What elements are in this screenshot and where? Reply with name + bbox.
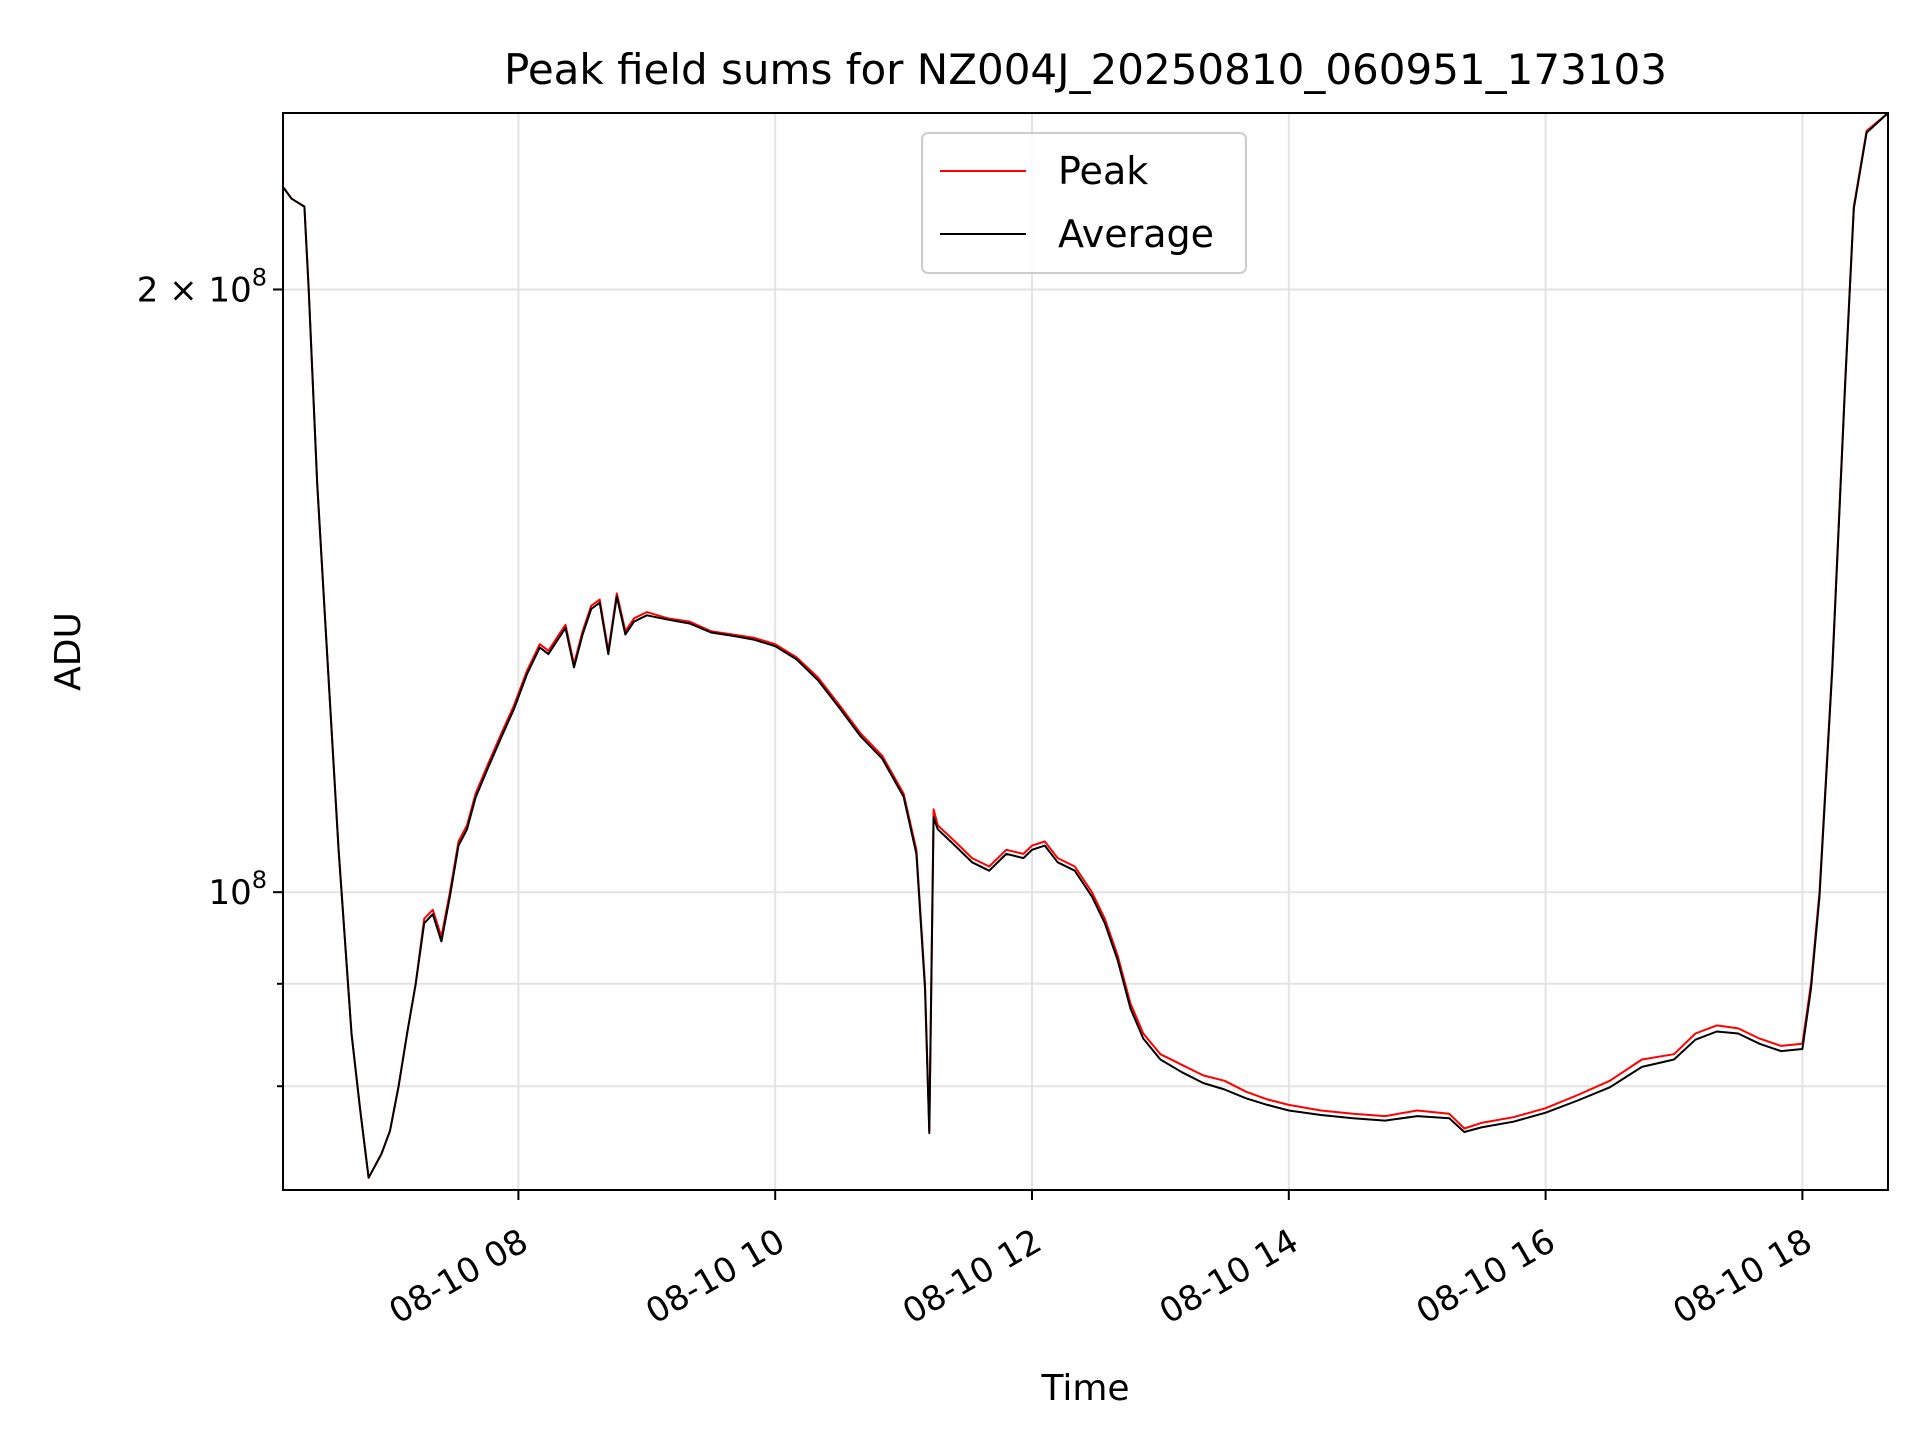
grid <box>283 113 1888 1190</box>
x-tick-label: 08-10 14 <box>1153 1221 1305 1332</box>
x-tick-label: 08-10 12 <box>896 1221 1048 1332</box>
plot-area-frame <box>282 112 1889 1191</box>
y-tick-prefix: 2 × <box>137 270 209 310</box>
series-line-average <box>282 112 1889 1179</box>
y-tick-label: 2 × 108 <box>137 263 267 310</box>
legend-box <box>921 132 1247 274</box>
y-axis-label: ADU <box>48 612 89 691</box>
y-tick-base: 10 <box>208 873 251 913</box>
legend: Peak Average <box>921 132 1247 274</box>
y-tick-base: 10 <box>208 270 251 310</box>
y-tick-label: 108 <box>208 866 267 913</box>
legend-label-peak: Peak <box>1058 149 1148 193</box>
x-tick-label: 08-10 16 <box>1410 1221 1562 1332</box>
y-tick-exponent: 8 <box>252 263 267 291</box>
legend-label-average: Average <box>1058 212 1214 256</box>
y-tick-exponent: 8 <box>252 866 267 894</box>
x-tick-label: 08-10 08 <box>383 1221 535 1332</box>
x-tick-label: 08-10 10 <box>639 1221 791 1332</box>
chart-title: Peak field sums for NZ004J_20250810_0609… <box>504 45 1667 94</box>
series-layer <box>282 112 1889 1179</box>
x-tick-label: 08-10 18 <box>1667 1221 1819 1332</box>
x-axis-ticks: 08-10 08 08-10 10 08-10 12 08-10 14 08-10 16… <box>383 1190 1819 1332</box>
x-axis-label: Time <box>1040 1368 1129 1409</box>
